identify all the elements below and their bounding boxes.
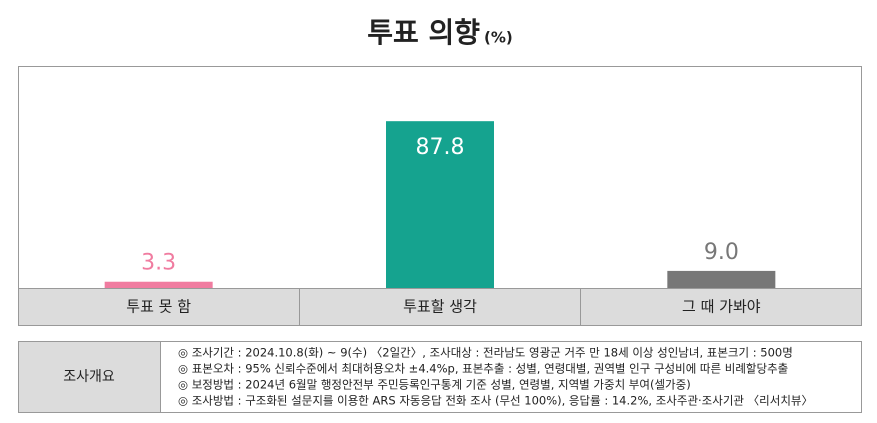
- category-row: [18, 288, 862, 326]
- chart-title: 투표 의향: [367, 16, 480, 49]
- survey-line: ◎ 조사기간 : 2024.10.8(화) ~ 9(수) 〈2일간〉, 조사대상…: [178, 346, 793, 360]
- value-label: 87.8: [416, 135, 465, 160]
- bar: [667, 270, 776, 288]
- survey-line: ◎ 표본오차 : 95% 신뢰수준에서 최대허용오차 ±4.4%p, 표본추출 …: [178, 362, 788, 376]
- x-tick-label: 그 때 가봐야: [682, 298, 761, 316]
- survey-line: ◎ 보정방법 : 2024년 6월말 행정안전부 주민등록인구통계 기준 성별,…: [178, 378, 691, 392]
- bar: [104, 281, 213, 288]
- x-tick-label: 투표 못 함: [126, 298, 191, 316]
- survey-line: ◎ 조사방법 : 구조화된 설문지를 이용한 ARS 자동응답 전화 조사 (무…: [178, 394, 813, 408]
- value-label: 9.0: [704, 240, 739, 265]
- survey-label: 조사개요: [63, 369, 115, 385]
- value-label: 3.3: [141, 251, 176, 276]
- bar: [386, 121, 494, 289]
- x-tick-label: 투표할 생각: [403, 298, 477, 316]
- unit-label: (%): [484, 29, 513, 47]
- survey-label-cell: [18, 341, 161, 413]
